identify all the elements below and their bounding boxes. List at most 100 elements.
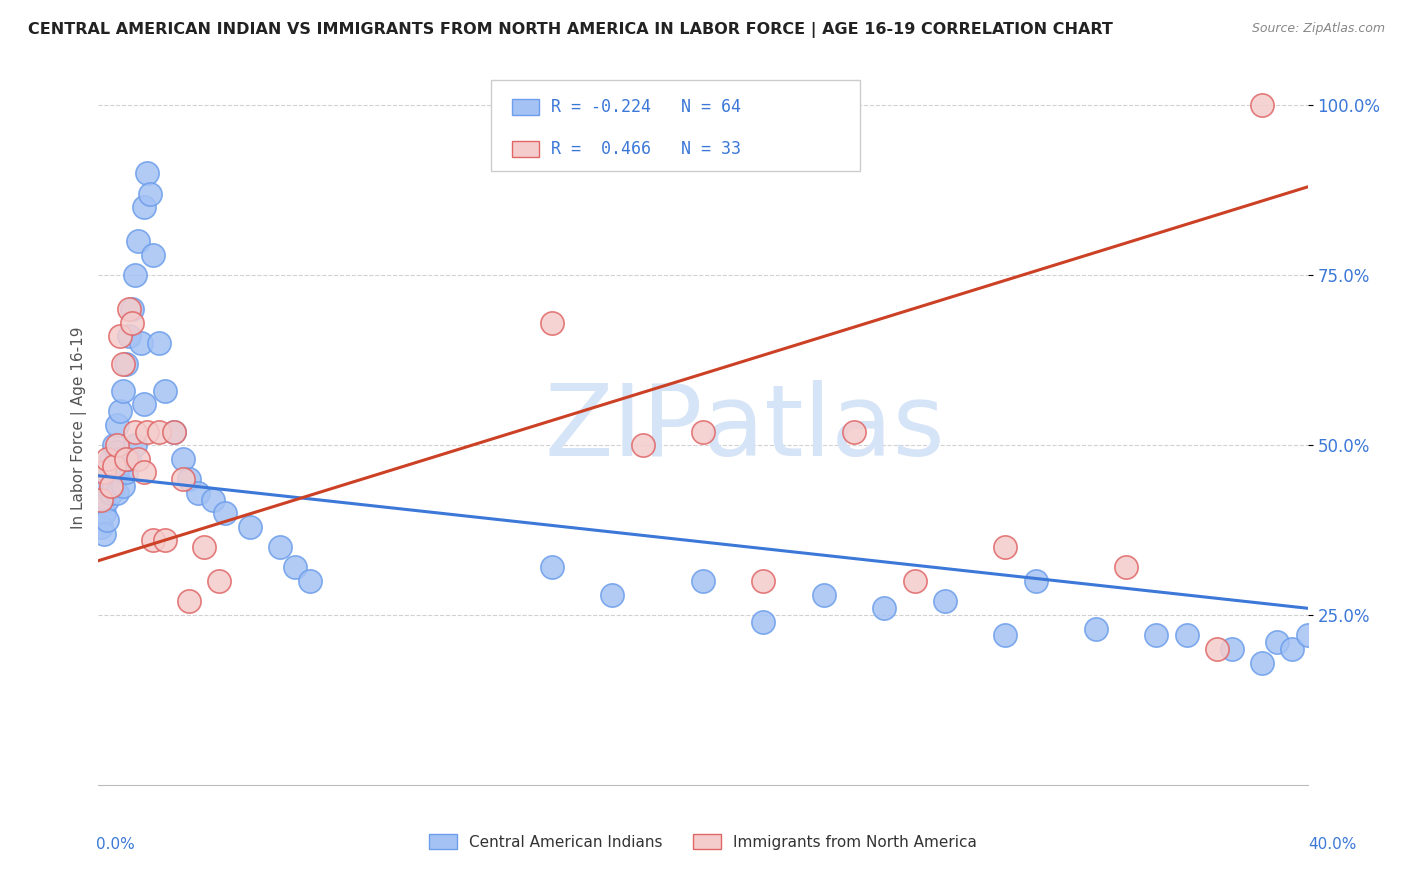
Point <box>108 451 131 466</box>
Point <box>108 404 131 418</box>
Point <box>114 357 136 371</box>
Point <box>214 506 236 520</box>
Point <box>111 479 134 493</box>
Point <box>100 479 122 493</box>
Point <box>153 533 176 548</box>
Point <box>284 560 307 574</box>
Point <box>631 438 654 452</box>
Point <box>127 451 149 466</box>
Point <box>121 316 143 330</box>
Point <box>93 526 115 541</box>
Point <box>96 451 118 466</box>
Point <box>1267 635 1289 649</box>
Point <box>269 540 291 554</box>
Point <box>752 574 775 588</box>
Point <box>692 425 714 439</box>
Point <box>124 425 146 439</box>
Point <box>299 574 322 588</box>
Point <box>602 588 624 602</box>
Point <box>1144 628 1167 642</box>
Point <box>142 248 165 262</box>
Point <box>111 357 134 371</box>
Point <box>187 485 209 500</box>
Point <box>103 438 125 452</box>
Point <box>1024 574 1046 588</box>
Point <box>934 594 956 608</box>
Point <box>96 492 118 507</box>
Point <box>1085 622 1108 636</box>
Point <box>132 200 155 214</box>
Point <box>105 445 128 459</box>
Point <box>105 466 128 480</box>
Point <box>135 425 157 439</box>
Point <box>118 302 141 317</box>
Point <box>179 472 201 486</box>
Point <box>129 336 152 351</box>
Point <box>100 451 122 466</box>
Point <box>118 451 141 466</box>
Point <box>127 234 149 248</box>
Point <box>142 533 165 548</box>
Point <box>172 451 194 466</box>
Point <box>96 466 118 480</box>
Point <box>1206 642 1229 657</box>
Point <box>994 540 1017 554</box>
Point <box>163 425 186 439</box>
Y-axis label: In Labor Force | Age 16-19: In Labor Force | Age 16-19 <box>72 326 87 530</box>
Point <box>124 438 146 452</box>
Point <box>103 479 125 493</box>
Point <box>752 615 775 629</box>
Point <box>540 316 562 330</box>
Point <box>1175 628 1198 642</box>
Point <box>193 540 215 554</box>
Point <box>105 485 128 500</box>
Point <box>93 479 115 493</box>
Point <box>100 485 122 500</box>
Text: R = -0.224   N = 64: R = -0.224 N = 64 <box>551 98 741 116</box>
Point <box>813 588 835 602</box>
Point <box>103 458 125 473</box>
Point <box>105 417 128 432</box>
Point <box>540 560 562 574</box>
Point <box>111 384 134 398</box>
Point <box>1115 560 1137 574</box>
Point <box>105 438 128 452</box>
Text: atlas: atlas <box>703 380 945 476</box>
Text: CENTRAL AMERICAN INDIAN VS IMMIGRANTS FROM NORTH AMERICA IN LABOR FORCE | AGE 16: CENTRAL AMERICAN INDIAN VS IMMIGRANTS FR… <box>28 22 1114 38</box>
Point <box>179 594 201 608</box>
Point <box>1281 642 1303 657</box>
Point <box>118 329 141 343</box>
Point <box>93 466 115 480</box>
Point <box>1220 642 1243 657</box>
Point <box>148 425 170 439</box>
Point <box>1251 98 1274 112</box>
Point <box>90 519 112 533</box>
Point <box>994 628 1017 642</box>
Point <box>208 574 231 588</box>
Point <box>90 492 112 507</box>
Point <box>1251 656 1274 670</box>
Text: 0.0%: 0.0% <box>96 837 135 852</box>
Point <box>103 458 125 473</box>
Point <box>121 302 143 317</box>
Text: ZIP: ZIP <box>544 380 703 476</box>
Point <box>1296 628 1319 642</box>
Point <box>96 513 118 527</box>
Point <box>132 466 155 480</box>
Point <box>139 186 162 201</box>
Point <box>114 466 136 480</box>
Point <box>153 384 176 398</box>
Legend: Central American Indians, Immigrants from North America: Central American Indians, Immigrants fro… <box>423 828 983 855</box>
FancyBboxPatch shape <box>512 99 538 115</box>
Point <box>172 472 194 486</box>
Point <box>239 519 262 533</box>
Point <box>692 574 714 588</box>
Point <box>124 268 146 283</box>
Point <box>132 397 155 411</box>
FancyBboxPatch shape <box>512 141 538 157</box>
Point <box>844 425 866 439</box>
Point <box>108 329 131 343</box>
Point <box>93 506 115 520</box>
Point <box>148 336 170 351</box>
Point <box>135 166 157 180</box>
